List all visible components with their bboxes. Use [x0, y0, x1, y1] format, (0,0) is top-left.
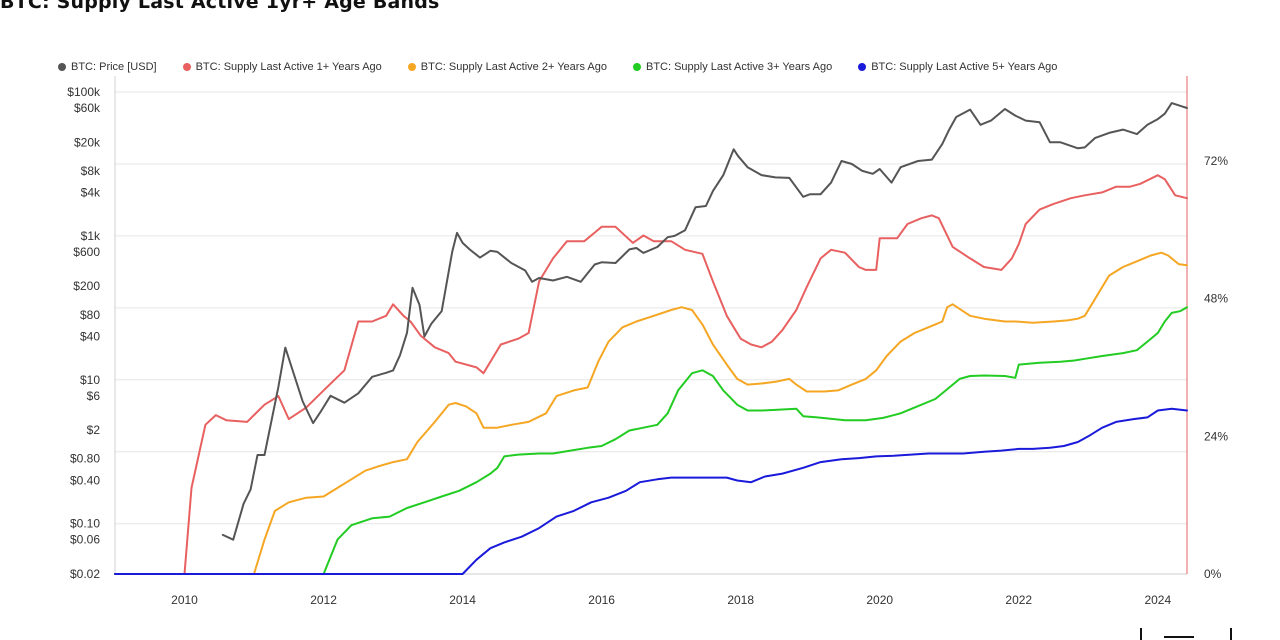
x-tick-label: 2016	[588, 593, 615, 607]
legend-label: BTC: Supply Last Active 3+ Years Ago	[645, 61, 833, 73]
y-left-tick-label: $600	[73, 245, 100, 259]
legend-item[interactable]: BTC: Price [USD]	[58, 61, 157, 73]
y-right-tick-label: 0%	[1204, 567, 1222, 581]
series-line-3	[114, 306, 1188, 575]
legend-swatch	[58, 63, 66, 71]
y-left-tick-label: $4k	[81, 186, 101, 200]
legend-swatch	[858, 63, 867, 71]
y-left-tick-label: $6	[87, 389, 101, 403]
x-tick-label: 2012	[310, 593, 337, 607]
y-left-tick-label: $2	[87, 423, 101, 437]
legend-item[interactable]: BTC: Supply Last Active 2+ Years Ago	[407, 61, 607, 73]
watermark-mark	[1140, 628, 1232, 640]
legend-item[interactable]: BTC: Supply Last Active 1+ Years Ago	[182, 61, 382, 73]
x-tick-label: 2024	[1144, 593, 1171, 607]
y-right-tick-label: 48%	[1204, 292, 1228, 306]
y-left-tick-label: $8k	[81, 164, 101, 178]
y-left-tick-label: $0.80	[70, 452, 100, 466]
y-left-tick-label: $200	[73, 279, 100, 293]
legend-label: BTC: Supply Last Active 1+ Years Ago	[195, 61, 382, 73]
legend-item[interactable]: BTC: Supply Last Active 3+ Years Ago	[632, 61, 833, 73]
legend-item[interactable]: BTC: Supply Last Active 5+ Years Ago	[858, 61, 1057, 73]
chart-title: BTC: Supply Last Active 1yr+ Age Bands	[0, 0, 440, 13]
y-left-tick-label: $0.06	[70, 533, 100, 547]
x-tick-label: 2020	[866, 593, 893, 607]
legend-label: BTC: Supply Last Active 2+ Years Ago	[420, 61, 607, 73]
y-right-tick-label: 24%	[1204, 429, 1228, 443]
x-tick-label: 2010	[171, 593, 198, 607]
legend-swatch	[632, 63, 641, 71]
series-line-2	[114, 251, 1188, 575]
legend-label: BTC: Price [USD]	[71, 61, 157, 73]
x-tick-label: 2022	[1005, 593, 1032, 607]
y-left-tick-label: $60k	[74, 101, 101, 115]
y-left-tick-label: $100k	[67, 85, 101, 99]
x-tick-label: 2014	[449, 593, 476, 607]
y-right-tick-label: 72%	[1204, 154, 1228, 168]
series-line-0	[221, 102, 1188, 541]
legend-label: BTC: Supply Last Active 5+ Years Ago	[871, 61, 1058, 73]
chart-legend: BTC: Price [USD] BTC: Supply Last Active …	[58, 58, 1057, 76]
y-left-tick-label: $40	[80, 329, 100, 343]
series-line-4	[114, 407, 1188, 575]
legend-swatch	[407, 63, 416, 71]
y-left-tick-label: $0.40	[70, 473, 100, 487]
y-left-tick-label: $10	[80, 373, 100, 387]
legend-swatch	[182, 63, 191, 71]
y-left-tick-label: $1k	[81, 229, 101, 243]
y-left-tick-label: $80	[80, 308, 100, 322]
y-left-tick-label: $20k	[74, 135, 101, 149]
x-tick-label: 2018	[727, 593, 754, 607]
y-left-tick-label: $0.02	[70, 567, 100, 581]
y-left-tick-label: $0.10	[70, 517, 100, 531]
series-line-1	[114, 174, 1188, 575]
